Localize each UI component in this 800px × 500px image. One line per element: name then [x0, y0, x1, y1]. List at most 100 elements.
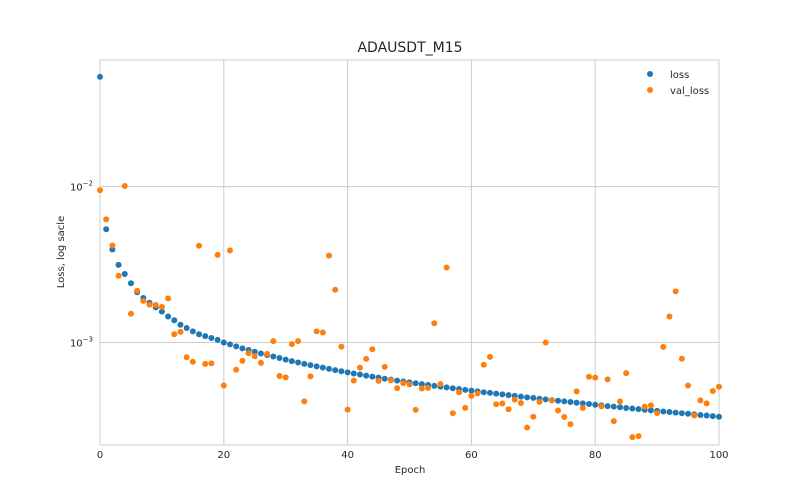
- data-points: [97, 73, 722, 441]
- val-loss-point: [635, 433, 642, 440]
- val-loss-point: [573, 388, 580, 395]
- val-loss-point: [344, 406, 351, 413]
- loss-point: [288, 358, 295, 365]
- y-tick-label: 10−2: [70, 180, 93, 194]
- val-loss-point: [369, 346, 376, 353]
- val-loss-point: [97, 187, 103, 194]
- x-tick-label: 0: [97, 450, 103, 461]
- loss-point: [276, 355, 283, 362]
- legend-label-loss: loss: [670, 70, 689, 81]
- val-loss-point: [140, 297, 147, 304]
- loss-point: [369, 373, 376, 380]
- loss-point: [586, 401, 593, 408]
- loss-point: [127, 280, 134, 287]
- loss-point: [363, 372, 370, 379]
- loss-point: [555, 397, 562, 404]
- loss-point: [493, 390, 500, 397]
- val-loss-point: [276, 372, 283, 379]
- loss-point: [338, 368, 345, 375]
- legend-label-val-loss: val_loss: [670, 86, 709, 97]
- val-loss-point: [350, 377, 357, 384]
- loss-point: [678, 410, 685, 417]
- val-loss-point: [381, 363, 388, 370]
- val-loss-point: [716, 383, 722, 390]
- loss-point: [517, 393, 524, 400]
- val-loss-point: [486, 353, 493, 360]
- val-loss-point: [270, 338, 277, 345]
- val-loss-point: [264, 350, 271, 357]
- val-loss-point: [524, 424, 531, 431]
- loss-point: [251, 348, 258, 355]
- val-loss-point: [691, 412, 698, 419]
- val-loss-point: [152, 302, 159, 309]
- x-tick-labels: 0 20 40 60 80 100: [97, 450, 729, 461]
- val-loss-point: [709, 387, 716, 394]
- loss-point: [647, 407, 654, 414]
- loss-point: [103, 226, 110, 233]
- loss-point: [672, 409, 679, 416]
- y-axis-label: Loss, log sacle: [56, 216, 67, 288]
- loss-point: [505, 392, 512, 399]
- loss-point: [332, 367, 339, 374]
- series-val-loss: [97, 183, 722, 441]
- val-loss-point: [505, 406, 512, 413]
- loss-point: [307, 362, 314, 369]
- x-tick-label: 20: [217, 450, 230, 461]
- val-loss-point: [127, 310, 134, 317]
- loss-point: [486, 389, 493, 396]
- loss-point: [313, 363, 320, 370]
- val-loss-point: [363, 355, 370, 362]
- val-loss-point: [171, 331, 178, 338]
- val-loss-point: [406, 381, 413, 388]
- val-loss-point: [598, 403, 605, 410]
- loss-point: [703, 412, 710, 419]
- val-loss-point: [567, 421, 574, 428]
- loss-point: [697, 411, 704, 418]
- val-loss-point: [493, 401, 500, 408]
- val-loss-point: [623, 370, 630, 377]
- loss-point: [319, 364, 326, 371]
- loss-point: [381, 375, 388, 382]
- loss-point: [629, 405, 636, 412]
- loss-point: [573, 399, 580, 406]
- val-loss-point: [282, 374, 289, 381]
- legend-marker-val-loss: [647, 87, 653, 93]
- val-loss-point: [202, 360, 209, 367]
- loss-point: [716, 413, 722, 420]
- val-loss-point: [610, 418, 617, 425]
- val-loss-point: [307, 373, 314, 380]
- val-loss-point: [165, 295, 172, 302]
- val-loss-point: [394, 385, 401, 392]
- plot-frame: [99, 59, 720, 446]
- loss-point: [462, 386, 469, 393]
- val-loss-point: [326, 252, 333, 259]
- loss-point: [257, 350, 264, 357]
- val-loss-point: [103, 216, 110, 223]
- val-loss-point: [214, 251, 221, 258]
- val-loss-point: [338, 343, 345, 350]
- loss-point: [121, 271, 128, 278]
- val-loss-point: [443, 264, 450, 271]
- loss-point: [604, 403, 611, 410]
- val-loss-point: [579, 405, 586, 412]
- loss-point: [295, 359, 302, 366]
- val-loss-point: [375, 377, 382, 384]
- loss-point: [530, 394, 537, 401]
- val-loss-point: [592, 374, 599, 381]
- val-loss-point: [177, 328, 184, 335]
- val-loss-point: [586, 373, 593, 380]
- val-loss-point: [158, 304, 165, 311]
- loss-point: [214, 336, 221, 343]
- loss-point: [239, 345, 246, 352]
- val-loss-point: [548, 397, 555, 404]
- chart-title: ADAUSDT_M15: [357, 40, 462, 56]
- loss-point: [443, 384, 450, 391]
- val-loss-point: [412, 406, 419, 413]
- loss-point: [326, 365, 333, 372]
- val-loss-point: [196, 242, 203, 249]
- loss-point: [344, 369, 351, 376]
- y-tick-label: 10−3: [70, 336, 93, 350]
- loss-point: [431, 382, 438, 389]
- val-loss-point: [616, 398, 623, 405]
- val-loss-point: [400, 380, 407, 387]
